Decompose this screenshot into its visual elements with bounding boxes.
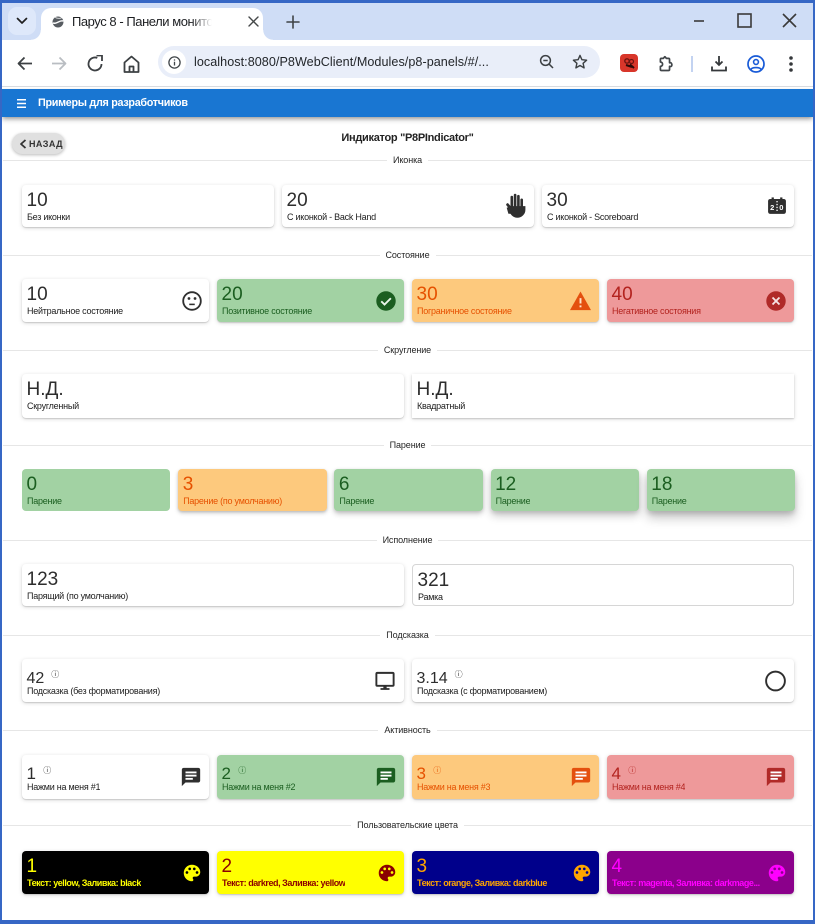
svg-text:2: 2 [770, 203, 774, 212]
svg-text:0: 0 [779, 203, 783, 212]
